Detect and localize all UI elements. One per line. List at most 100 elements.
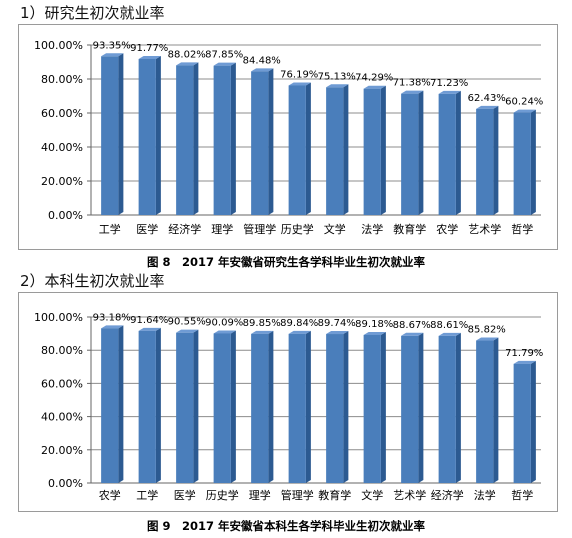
data-label: 71.23% <box>430 78 468 89</box>
bar <box>326 87 344 215</box>
y-tick-label: 60.00% <box>41 377 83 390</box>
category-label: 教育学 <box>318 488 351 502</box>
y-tick-label: 40.00% <box>41 411 83 424</box>
data-label: 88.67% <box>393 320 431 331</box>
category-label: 文学 <box>361 488 383 502</box>
category-label: 法学 <box>361 222 383 236</box>
category-label: 教育学 <box>393 222 426 236</box>
data-label: 88.02% <box>168 49 206 60</box>
bar <box>138 330 156 483</box>
bar-top <box>401 332 424 336</box>
category-label: 工学 <box>136 488 158 502</box>
data-label: 89.74% <box>318 318 356 329</box>
bar-top <box>288 82 311 86</box>
data-label: 90.55% <box>168 317 206 328</box>
bar <box>101 328 119 483</box>
category-label: 哲学 <box>511 222 533 236</box>
chart-2-caption: 图 9 2017 年安徽省本科生各学科毕业生初次就业率 <box>146 519 425 533</box>
data-label: 89.84% <box>280 318 318 329</box>
data-label: 87.85% <box>205 50 243 61</box>
y-tick-label: 0.00% <box>48 209 83 222</box>
bar-top <box>288 330 311 334</box>
bar-top <box>363 331 386 335</box>
category-label: 艺术学 <box>393 488 426 502</box>
chart-2-frame: 0.00% 20.00% 40.00% 60.00% 80.00% 100.00% 93.1… <box>18 292 558 512</box>
category-label: 医学 <box>136 222 158 236</box>
category-label: 法学 <box>474 488 496 502</box>
bar <box>476 108 494 215</box>
bar <box>176 332 194 483</box>
bar-side <box>193 62 199 216</box>
bar-top <box>101 325 124 329</box>
y-tick-label: 20.00% <box>41 444 83 457</box>
bar-side <box>455 332 461 483</box>
bar <box>101 56 119 216</box>
category-label: 管理学 <box>281 488 314 502</box>
bar <box>401 93 419 215</box>
data-label: 76.19% <box>280 69 318 80</box>
bar-top <box>326 84 349 88</box>
bar-top <box>138 55 161 59</box>
chart-1-caption: 图 8 2017 年安徽省研究生各学科毕业生初次就业率 <box>146 255 425 269</box>
bar <box>176 65 194 215</box>
bar-top <box>476 337 499 341</box>
bar-side <box>455 90 461 215</box>
data-label: 62.43% <box>468 93 506 104</box>
bar-side <box>380 331 386 483</box>
category-label: 艺术学 <box>468 222 501 236</box>
bar-top <box>363 85 386 89</box>
bar <box>476 340 494 483</box>
category-label: 医学 <box>174 488 196 502</box>
bar-top <box>251 330 274 334</box>
bar-top <box>213 62 236 66</box>
bar-side <box>268 68 274 215</box>
bar-top <box>176 329 199 333</box>
bar-top <box>101 53 124 57</box>
bar <box>513 112 531 215</box>
category-label: 工学 <box>99 222 121 236</box>
bar-side <box>343 331 349 483</box>
y-tick-label: 100.00% <box>34 39 83 52</box>
data-label: 91.64% <box>130 315 168 326</box>
data-label: 85.82% <box>468 325 506 336</box>
y-tick-label: 80.00% <box>41 344 83 357</box>
bar <box>251 333 269 483</box>
bar-side <box>493 105 499 215</box>
bar-top <box>401 90 424 94</box>
data-label: 60.24% <box>505 97 543 108</box>
bar-side <box>380 85 386 215</box>
bar-side <box>530 109 536 215</box>
bar-top <box>251 68 274 72</box>
data-label: 89.85% <box>243 318 281 329</box>
chart-2-svg: 0.00% 20.00% 40.00% 60.00% 80.00% 100.00% 93.1… <box>34 311 543 502</box>
bar-side <box>155 55 161 215</box>
bar-top <box>213 330 236 334</box>
chart-1-heading: 1）研究生初次就业率 <box>20 4 165 22</box>
y-tick-label: 20.00% <box>41 175 83 188</box>
bar-side <box>493 337 499 483</box>
bar <box>363 88 381 215</box>
y-tick-label: 40.00% <box>41 141 83 154</box>
category-label: 农学 <box>436 222 458 236</box>
bar <box>363 334 381 483</box>
bar-side <box>418 332 424 483</box>
category-label: 文学 <box>324 222 346 236</box>
data-label: 91.77% <box>130 43 168 54</box>
category-label: 经济学 <box>431 488 464 502</box>
bar-side <box>418 90 424 215</box>
category-label: 历史学 <box>281 222 314 236</box>
y-tick-label: 60.00% <box>41 107 83 120</box>
category-label: 理学 <box>211 222 233 236</box>
bar-side <box>305 330 311 483</box>
chart-2-heading: 2）本科生初次就业率 <box>20 272 165 290</box>
data-label: 89.18% <box>355 319 393 330</box>
bar-side <box>193 329 199 483</box>
bar <box>213 65 231 215</box>
data-label: 84.48% <box>243 55 281 66</box>
bar-side <box>118 325 124 483</box>
bar-top <box>513 360 536 364</box>
bar-top <box>326 331 349 335</box>
data-label: 75.13% <box>318 71 356 82</box>
bar-top <box>138 327 161 331</box>
data-label: 93.18% <box>93 312 131 323</box>
